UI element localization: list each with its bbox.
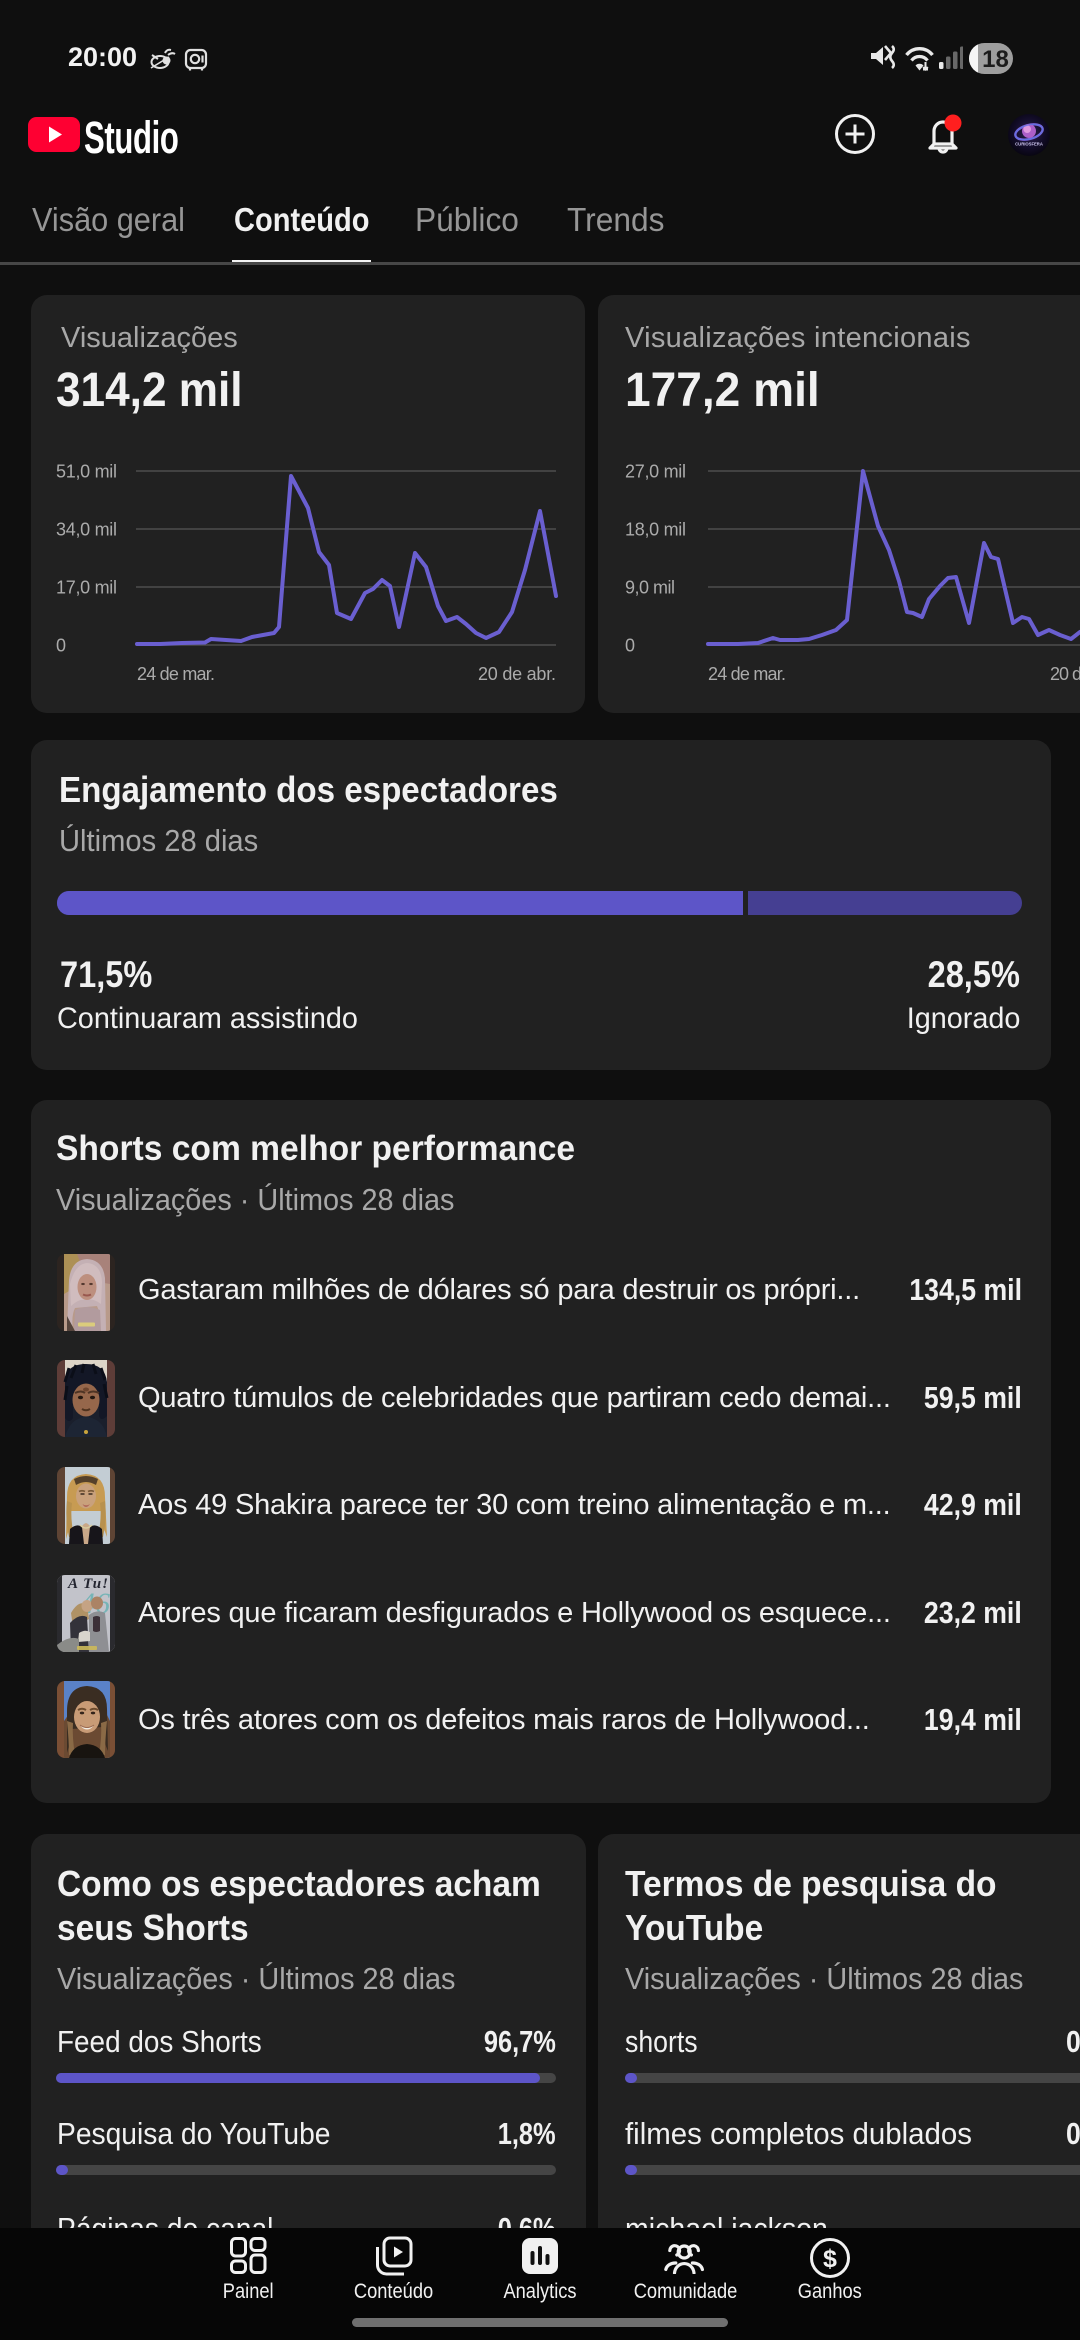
svg-text:20 de abr.: 20 de abr. bbox=[478, 664, 556, 684]
svg-text:27,0 mil: 27,0 mil bbox=[625, 462, 686, 482]
svg-text:24 de mar.: 24 de mar. bbox=[137, 664, 215, 684]
svg-text:20 d: 20 d bbox=[1050, 664, 1080, 684]
svg-text:$: $ bbox=[823, 2245, 837, 2273]
svg-text:CURIOSFERA: CURIOSFERA bbox=[1015, 142, 1043, 147]
svg-text:18,0 mil: 18,0 mil bbox=[625, 520, 686, 540]
svg-text:34,0 mil: 34,0 mil bbox=[56, 520, 117, 540]
svg-text:17,0 mil: 17,0 mil bbox=[56, 578, 117, 598]
svg-text:0: 0 bbox=[56, 636, 66, 656]
svg-text:0: 0 bbox=[625, 636, 635, 656]
svg-text:24 de mar.: 24 de mar. bbox=[708, 664, 786, 684]
svg-text:51,0 mil: 51,0 mil bbox=[56, 462, 117, 482]
svg-text:9,0 mil: 9,0 mil bbox=[625, 578, 675, 598]
